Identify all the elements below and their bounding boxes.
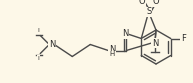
Text: H: H bbox=[110, 51, 115, 58]
Text: N: N bbox=[122, 29, 129, 38]
Text: N: N bbox=[152, 39, 158, 47]
Text: O: O bbox=[152, 0, 159, 6]
Text: I: I bbox=[37, 28, 39, 33]
Text: S: S bbox=[146, 7, 151, 17]
Text: N: N bbox=[109, 45, 115, 54]
Text: O: O bbox=[138, 0, 145, 6]
Text: I: I bbox=[37, 56, 39, 61]
Text: N: N bbox=[49, 40, 55, 49]
Text: F: F bbox=[181, 34, 186, 43]
